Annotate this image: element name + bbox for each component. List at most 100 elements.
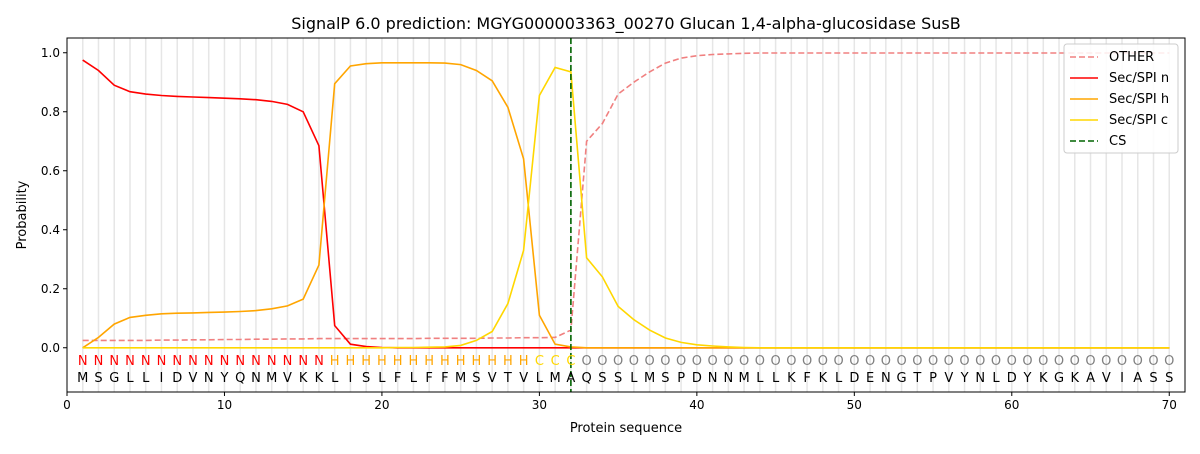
region-label: O <box>1133 354 1143 369</box>
x-tick-label: 40 <box>689 398 704 412</box>
residue-label: L <box>378 371 386 386</box>
region-label: C <box>566 354 575 369</box>
region-label: N <box>141 354 151 369</box>
region-label: N <box>157 354 167 369</box>
region-label: O <box>1007 354 1017 369</box>
region-label: C <box>535 354 544 369</box>
residue-label: Y <box>960 371 969 386</box>
residue-label: Q <box>235 371 245 386</box>
region-label: O <box>582 354 592 369</box>
residue-label: A <box>1133 371 1142 386</box>
residue-label: K <box>819 371 828 386</box>
region-label: H <box>503 354 513 369</box>
residue-label: A <box>1086 371 1095 386</box>
region-label: O <box>1148 354 1158 369</box>
residue-label: F <box>394 371 401 386</box>
legend-label: Sec/SPI h <box>1109 92 1169 107</box>
region-label: N <box>283 354 293 369</box>
residue-label: Y <box>219 371 228 386</box>
series-line-sec-spi-n <box>82 59 1170 349</box>
region-label: O <box>629 354 639 369</box>
region-label: H <box>456 354 466 369</box>
region-label: H <box>377 354 387 369</box>
residue-label: L <box>142 371 150 386</box>
region-label: O <box>802 354 812 369</box>
residue-label: T <box>912 371 921 386</box>
residue-label: K <box>299 371 308 386</box>
region-label: H <box>424 354 434 369</box>
region-label: O <box>786 354 796 369</box>
residue-label: F <box>441 371 448 386</box>
residue-label: M <box>455 371 466 386</box>
residue-label: S <box>472 371 480 386</box>
residue-label: D <box>1007 371 1017 386</box>
region-label: H <box>330 354 340 369</box>
series-line-sec-spi-c <box>82 66 1170 349</box>
region-label: O <box>865 354 875 369</box>
region-label: O <box>755 354 765 369</box>
region-label: O <box>770 354 780 369</box>
residue-label: L <box>992 371 1000 386</box>
region-label: O <box>1101 354 1111 369</box>
residue-label: F <box>803 371 810 386</box>
x-tick-label: 30 <box>532 398 547 412</box>
region-label: O <box>944 354 954 369</box>
residue-label: G <box>109 371 119 386</box>
residue-label: I <box>160 371 164 386</box>
region-label: H <box>519 354 529 369</box>
region-label: O <box>975 354 985 369</box>
x-tick-label: 70 <box>1162 398 1177 412</box>
residue-label: L <box>410 371 418 386</box>
residue-label: V <box>1102 371 1111 386</box>
residue-label: S <box>661 371 669 386</box>
residue-label: V <box>488 371 497 386</box>
region-label: O <box>692 354 702 369</box>
residue-label: M <box>550 371 561 386</box>
region-label: O <box>739 354 749 369</box>
series-line-other <box>82 52 1170 342</box>
region-label: C <box>551 354 560 369</box>
region-label: O <box>723 354 733 369</box>
residue-label: N <box>251 371 261 386</box>
region-label: O <box>1070 354 1080 369</box>
x-tick-label: 10 <box>217 398 232 412</box>
x-tick-label: 0 <box>63 398 71 412</box>
region-label: N <box>204 354 214 369</box>
residue-label: F <box>425 371 432 386</box>
region-label: O <box>912 354 922 369</box>
residue-label: S <box>614 371 622 386</box>
region-label: H <box>409 354 419 369</box>
region-label: N <box>314 354 324 369</box>
residue-label: L <box>331 371 339 386</box>
residue-label: N <box>975 371 985 386</box>
y-tick-label: 0.2 <box>41 282 60 296</box>
residue-label: L <box>772 371 780 386</box>
residue-label: K <box>315 371 324 386</box>
residue-label: L <box>536 371 544 386</box>
residue-label: M <box>266 371 277 386</box>
residue-label: D <box>849 371 859 386</box>
plot-frame <box>66 37 1186 393</box>
residue-label: I <box>349 371 353 386</box>
region-label: H <box>361 354 371 369</box>
region-label: O <box>707 354 717 369</box>
region-label: N <box>78 354 88 369</box>
region-label: O <box>1117 354 1127 369</box>
residue-label: S <box>1165 371 1173 386</box>
region-label: O <box>881 354 891 369</box>
residue-label: M <box>644 371 655 386</box>
residue-label: V <box>944 371 953 386</box>
region-label: O <box>818 354 828 369</box>
series-line-sec-spi-h <box>82 61 1170 349</box>
residue-label: S <box>94 371 102 386</box>
region-label: H <box>393 354 403 369</box>
region-label: O <box>928 354 938 369</box>
residue-label: N <box>204 371 214 386</box>
residue-label: N <box>723 371 733 386</box>
region-label: O <box>1085 354 1095 369</box>
region-label: O <box>1054 354 1064 369</box>
residue-label: K <box>1071 371 1080 386</box>
region-label: O <box>896 354 906 369</box>
region-label: H <box>472 354 482 369</box>
